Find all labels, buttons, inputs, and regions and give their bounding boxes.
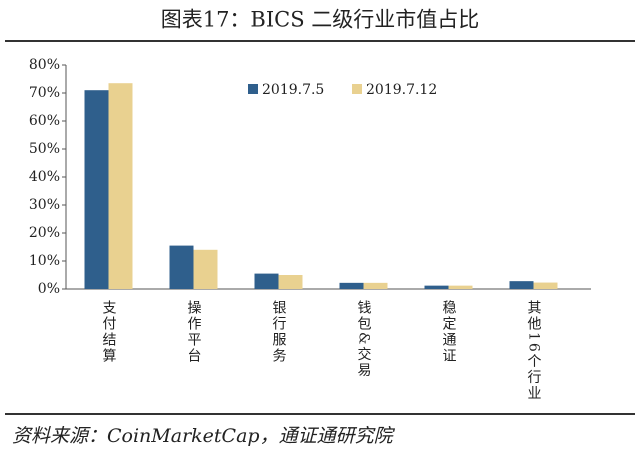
legend-swatch — [352, 84, 362, 94]
legend-label: 2019.7.12 — [366, 82, 437, 98]
x-tick-label: 支付结算 — [101, 300, 117, 364]
x-tick-label: 稳定通证 — [441, 300, 457, 364]
y-tick-label: 20% — [29, 225, 60, 241]
bar — [254, 273, 279, 289]
bar — [339, 282, 364, 289]
x-tick-label: 银行服务 — [271, 300, 287, 364]
legend-swatch — [248, 84, 258, 94]
bar — [193, 249, 218, 289]
y-tick-label: 10% — [29, 253, 60, 269]
bar — [448, 285, 473, 289]
y-tick-label: 40% — [29, 169, 60, 185]
y-tick-label: 50% — [29, 141, 60, 157]
y-tick-label: 0% — [38, 281, 60, 297]
bar — [363, 282, 388, 289]
bar — [169, 245, 194, 289]
y-tick-label: 80% — [29, 57, 60, 73]
y-tick-label: 30% — [29, 197, 60, 213]
bar — [84, 90, 109, 289]
x-tick-label: 钱包&交易 — [356, 300, 372, 378]
legend-label: 2019.7.5 — [262, 82, 324, 98]
source: 资料来源：CoinMarketCap，通证通研究院 — [12, 425, 396, 447]
bar — [108, 83, 133, 289]
bar — [509, 281, 534, 289]
x-tick-label: 其他16个行业 — [526, 300, 542, 402]
bar — [278, 275, 303, 289]
y-tick-label: 70% — [29, 85, 60, 101]
bar — [533, 282, 558, 289]
bar — [424, 285, 449, 289]
y-tick-label: 60% — [29, 113, 60, 129]
x-tick-label: 操作平台 — [186, 300, 202, 364]
chart-title: 图表17：BICS 二级行业市值占比 — [161, 8, 480, 32]
